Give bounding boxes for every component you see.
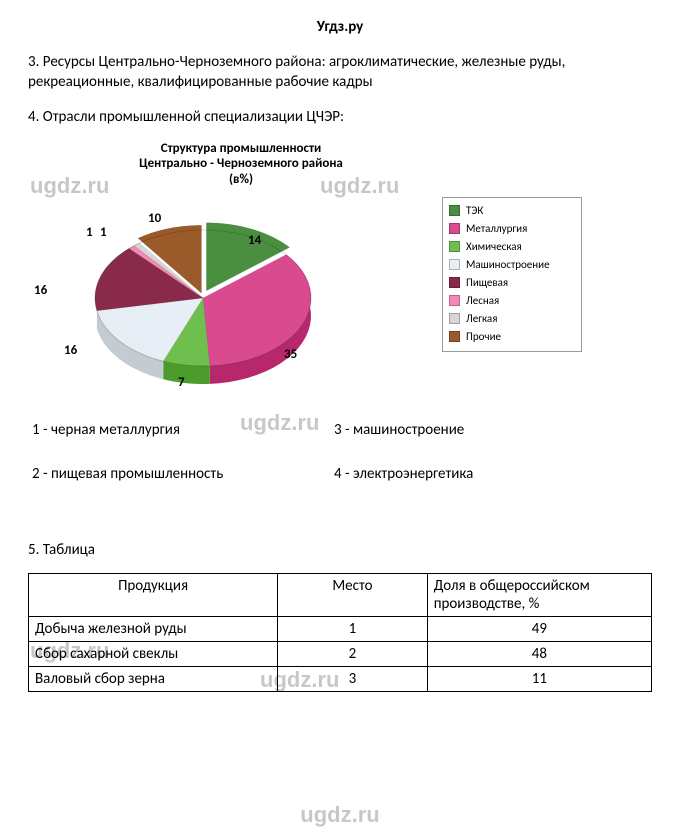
list-item-text: 2 - пищевая промышленность	[32, 465, 223, 483]
pie-chart-area: Структура промышленности Центрально - Че…	[28, 141, 652, 401]
list-item: 4 - электроэнергетика	[334, 465, 473, 483]
legend-swatch	[449, 331, 460, 342]
pie-value-label: 1	[100, 225, 107, 240]
pie-value-label: 16	[64, 343, 77, 358]
legend-label: Металлургия	[466, 223, 527, 235]
list-item-text: 3 - машиностроение	[334, 421, 464, 439]
legend-label: Легкая	[466, 313, 497, 325]
pie-value-label: 14	[248, 233, 261, 248]
legend-item: ТЭК	[447, 202, 577, 220]
legend-swatch	[449, 313, 460, 324]
list-item-text: 1 - черная металлургия	[32, 421, 180, 439]
pie-value-label: 16	[34, 283, 47, 298]
list-item-text: 4 - электроэнергетика	[334, 465, 473, 483]
legend-swatch	[449, 223, 460, 234]
legend-item: Металлургия	[447, 220, 577, 238]
table-cell: 3	[278, 666, 428, 691]
legend-item: Лесная	[447, 292, 577, 310]
legend-swatch	[449, 241, 460, 252]
table-cell: Валовый сбор зерна	[29, 666, 278, 691]
table-row: Валовый сбор зерна311	[29, 666, 652, 691]
table-cell: Сбор сахарной свеклы	[29, 641, 278, 666]
watermark-bottom: ugdz.ru	[0, 802, 680, 828]
list-item: 1 - черная металлургия	[32, 421, 180, 439]
legend-item: Легкая	[447, 310, 577, 328]
page-title: Угдз.ру	[28, 18, 652, 36]
section4-heading: 4. Отрасли промышленной специализации ЦЧ…	[28, 107, 652, 127]
table-cell: 48	[427, 641, 651, 666]
legend-item: Прочие	[447, 328, 577, 346]
table-header-row: ПродукцияМестоДоля в общероссийском прои…	[29, 573, 652, 616]
section5-heading: 5. Таблица	[28, 541, 652, 559]
table-cell: 49	[427, 616, 651, 641]
table-row: Добыча железной руды149	[29, 616, 652, 641]
section4-list: 1 - черная металлургия 3 - машиностроени…	[28, 421, 652, 511]
pie-value-label: 35	[284, 347, 297, 362]
table-cell: 2	[278, 641, 428, 666]
pie-value-label: 7	[178, 375, 185, 390]
data-table: ПродукцияМестоДоля в общероссийском прои…	[28, 573, 652, 692]
pie-value-label: 1	[86, 225, 93, 240]
section3-text: 3. Ресурсы Центрально-Черноземного район…	[28, 52, 652, 93]
legend-swatch	[449, 295, 460, 306]
legend-label: Лесная	[466, 295, 499, 307]
legend-item: Машиностроение	[447, 256, 577, 274]
table-cell: 1	[278, 616, 428, 641]
legend-swatch	[449, 259, 460, 270]
legend-label: Прочие	[466, 331, 501, 343]
table-row: Сбор сахарной свеклы248	[29, 641, 652, 666]
table-header-cell: Доля в общероссийском производстве, %	[427, 573, 651, 616]
legend-item: Пищевая	[447, 274, 577, 292]
pie-chart-title: Структура промышленности Центрально - Че…	[126, 141, 356, 188]
table-cell: 11	[427, 666, 651, 691]
legend-label: ТЭК	[466, 205, 483, 217]
legend-item: Химическая	[447, 238, 577, 256]
table-header-cell: Место	[278, 573, 428, 616]
section5: 5. Таблица ПродукцияМестоДоля в общеросс…	[28, 541, 652, 692]
legend-label: Пищевая	[466, 277, 508, 289]
table-header-cell: Продукция	[29, 573, 278, 616]
legend-label: Машиностроение	[466, 259, 550, 271]
list-item: 2 - пищевая промышленность	[32, 465, 223, 483]
list-item: 3 - машиностроение	[334, 421, 464, 439]
legend-swatch	[449, 277, 460, 288]
pie-legend: ТЭК Металлургия Химическая Машиностроение Пи…	[442, 197, 582, 352]
legend-label: Химическая	[466, 241, 522, 253]
pie-value-label: 10	[148, 211, 161, 226]
legend-swatch	[449, 205, 460, 216]
table-cell: Добыча железной руды	[29, 616, 278, 641]
